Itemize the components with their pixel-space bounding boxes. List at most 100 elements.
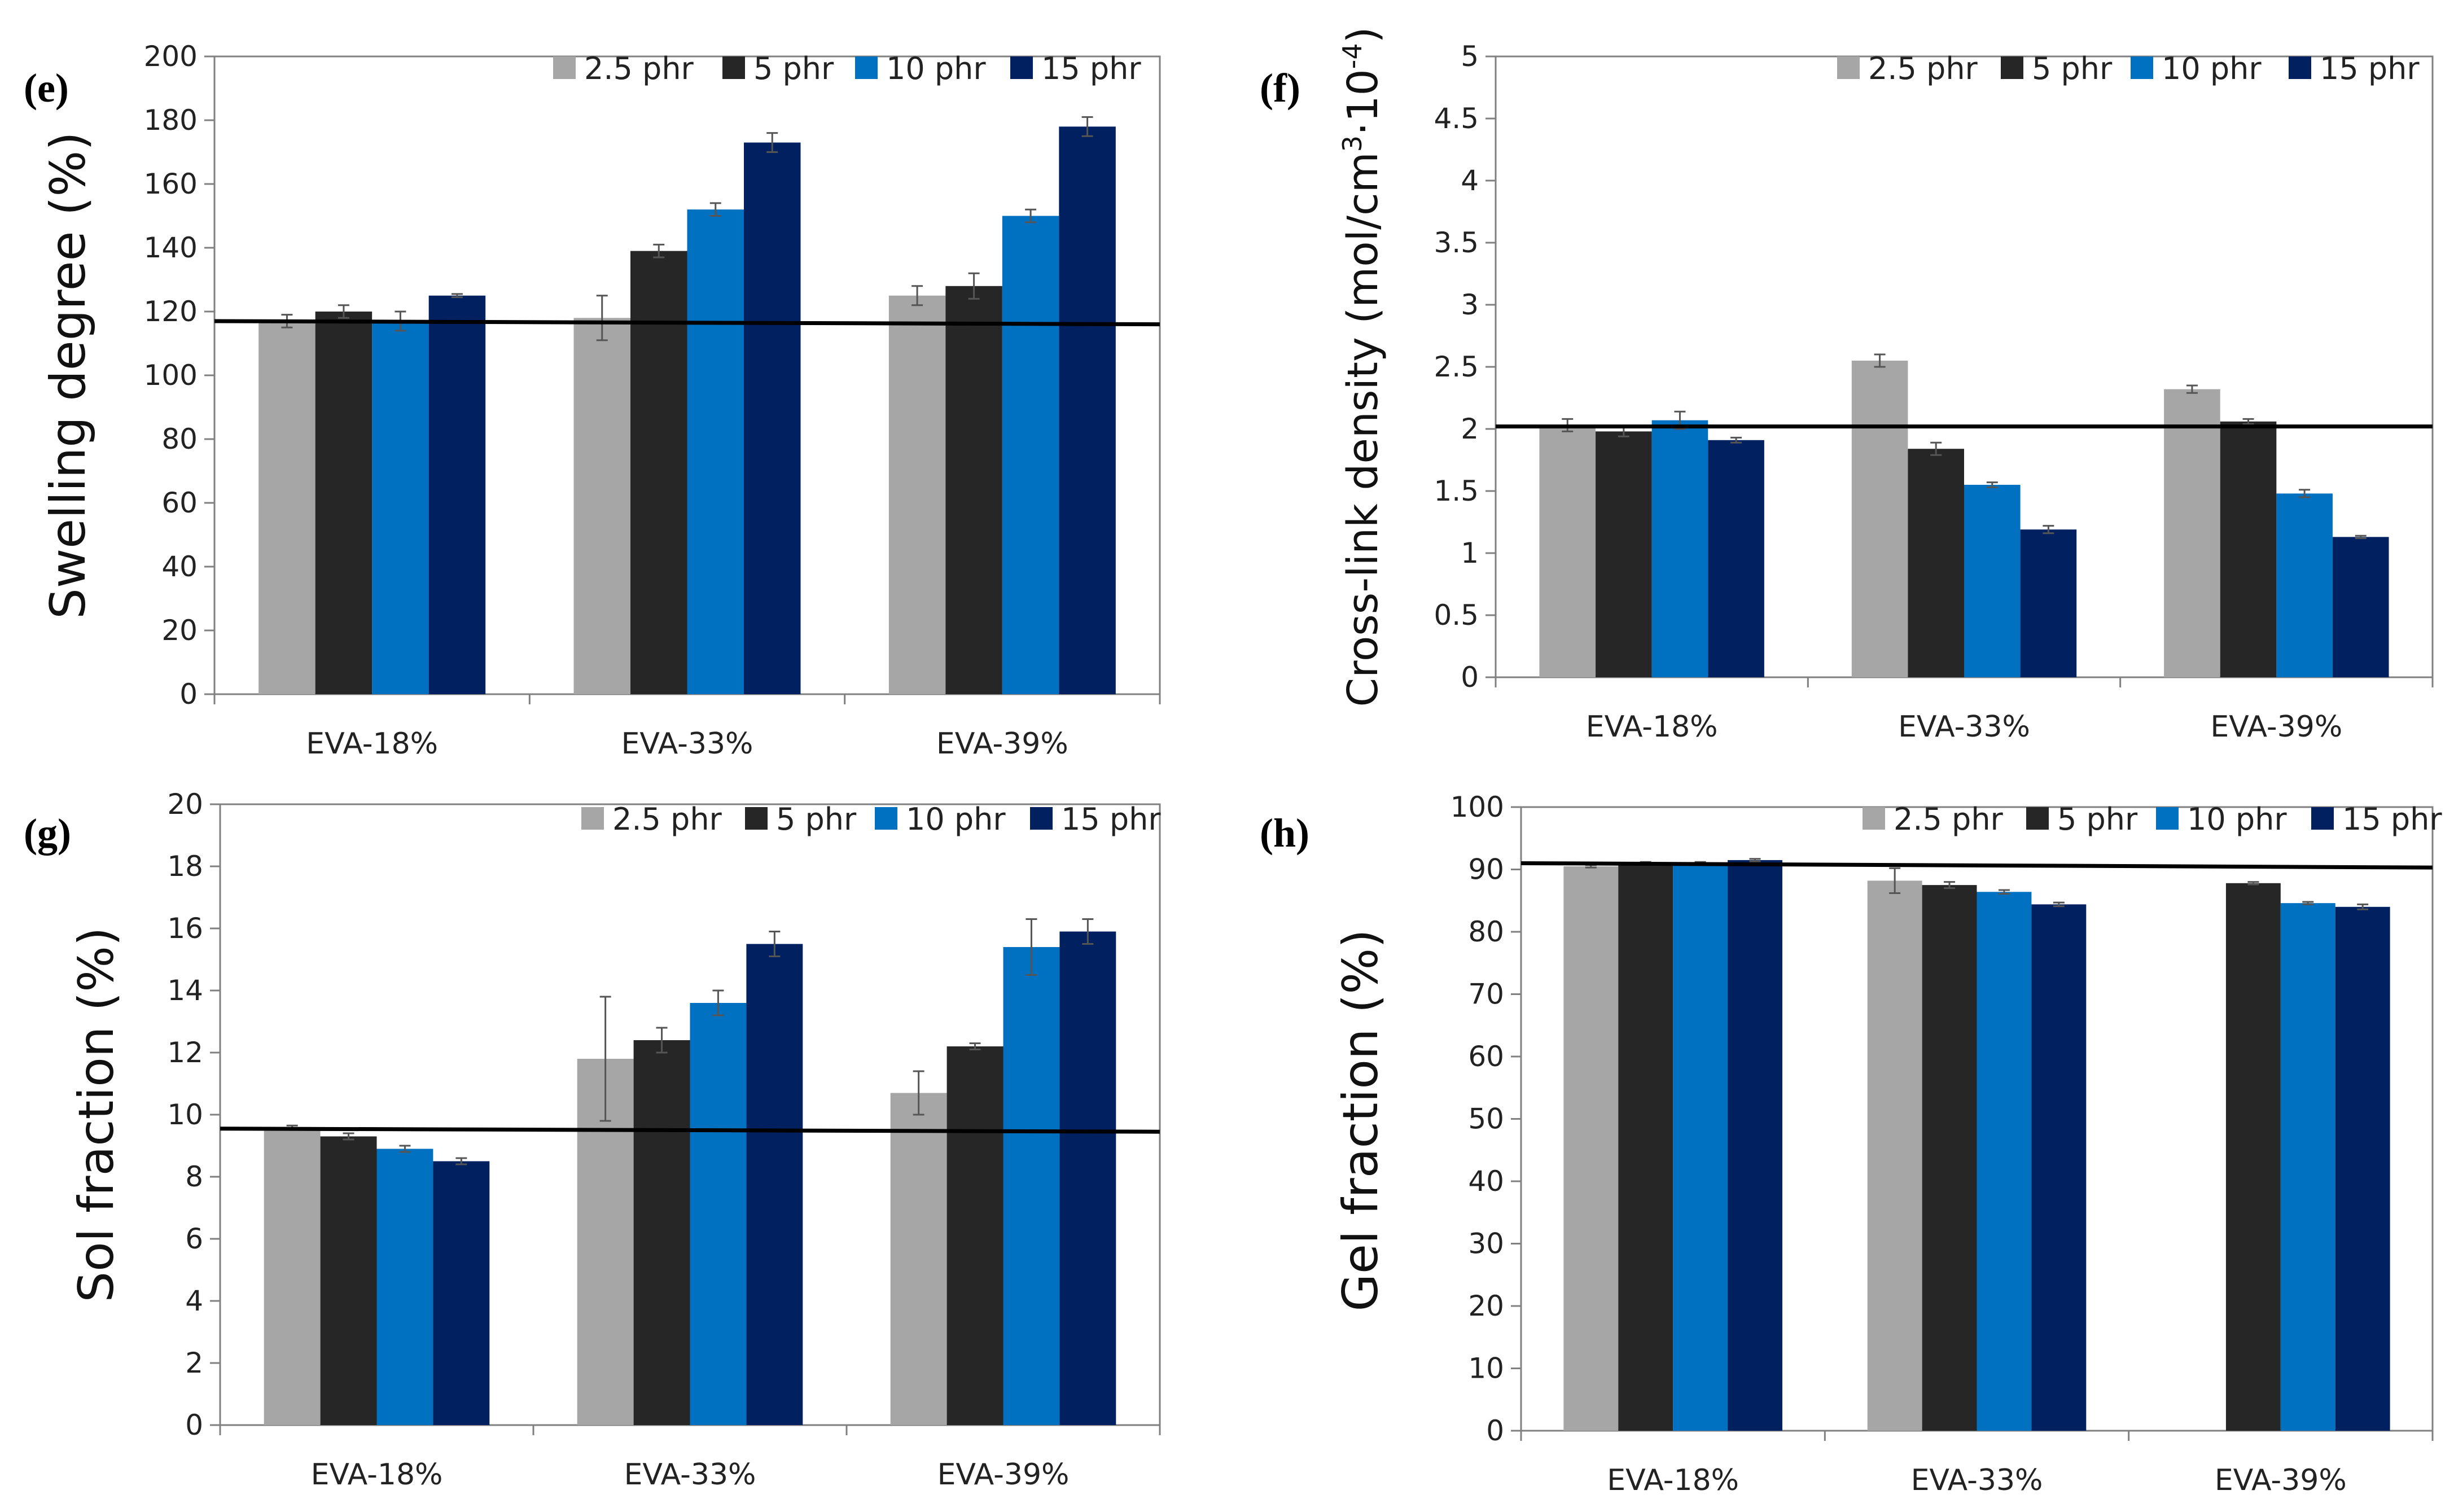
y-tick-label: 18 xyxy=(167,850,203,883)
bar-15-phr-EVA-33% xyxy=(744,142,801,695)
y-tick-label: 4 xyxy=(185,1285,203,1317)
bar-15-phr-EVA-18% xyxy=(433,1161,490,1425)
legend-swatch xyxy=(2311,807,2334,830)
y-axis-label: Gel fraction (%) xyxy=(1333,929,1389,1311)
bar-10-phr-EVA-18% xyxy=(376,1149,433,1425)
legend-label: 10 phr xyxy=(2187,801,2287,837)
panel-label: (h) xyxy=(1260,810,1309,856)
y-tick-label: 3.5 xyxy=(1434,226,1479,259)
y-tick-label: 20 xyxy=(161,614,198,647)
y-tick-label: 0 xyxy=(1461,661,1479,694)
x-tick-label: EVA-39% xyxy=(2215,1463,2347,1497)
x-tick-label: EVA-18% xyxy=(306,727,438,761)
y-tick-label: 12 xyxy=(167,1036,203,1069)
y-tick-label: 70 xyxy=(1468,978,1504,1011)
y-tick-label: 120 xyxy=(144,295,198,328)
bar-15-phr-EVA-18% xyxy=(1728,860,1782,1431)
legend-swatch xyxy=(2001,56,2023,79)
bar-5-phr-EVA-18% xyxy=(1596,431,1652,677)
legend-label: 2.5 phr xyxy=(1868,51,1978,86)
legend-swatch xyxy=(722,56,745,79)
bar-10-phr-EVA-33% xyxy=(687,209,744,694)
reference-line xyxy=(220,1127,1160,1134)
y-tick-label: 80 xyxy=(1468,915,1504,948)
bar-10-phr-EVA-39% xyxy=(1002,216,1059,694)
bar-2-5-phr-EVA-33% xyxy=(1851,361,1908,677)
legend-label: 15 phr xyxy=(2320,51,2420,86)
y-tick-label: 16 xyxy=(167,912,203,945)
y-tick-label: 2 xyxy=(185,1347,203,1379)
y-tick-label: 60 xyxy=(1468,1040,1504,1073)
legend-label: 10 phr xyxy=(906,801,1006,837)
bar-15-phr-EVA-18% xyxy=(1708,440,1764,677)
bar-5-phr-EVA-39% xyxy=(945,286,1002,694)
bar-5-phr-EVA-18% xyxy=(320,1136,377,1425)
legend-swatch xyxy=(1030,807,1053,830)
y-tick-label: 200 xyxy=(144,40,198,73)
legend-swatch xyxy=(1837,56,1860,79)
y-tick-label: 0 xyxy=(179,678,198,711)
bar-5-phr-EVA-33% xyxy=(1922,885,1977,1431)
panel-label: (f) xyxy=(1260,65,1300,111)
y-tick-label: 40 xyxy=(1468,1165,1504,1198)
y-tick-label: 40 xyxy=(161,550,198,583)
panel-label: (e) xyxy=(24,65,69,111)
bar-15-phr-EVA-39% xyxy=(1059,126,1116,695)
legend-label: 5 phr xyxy=(753,51,834,86)
bar-15-phr-EVA-18% xyxy=(428,295,486,694)
bar-10-phr-EVA-33% xyxy=(1964,485,2021,677)
legend-label: 5 phr xyxy=(2032,51,2113,86)
bar-5-phr-EVA-18% xyxy=(315,312,373,694)
y-tick-label: 14 xyxy=(167,974,203,1007)
bar-10-phr-EVA-33% xyxy=(1977,892,2032,1431)
bar-15-phr-EVA-33% xyxy=(746,944,803,1425)
reference-line xyxy=(214,319,1160,327)
legend-swatch xyxy=(1010,56,1033,79)
bar-2-5-phr-EVA-33% xyxy=(1867,880,1922,1431)
x-tick-label: EVA-33% xyxy=(1911,1463,2043,1497)
legend-label: 2.5 phr xyxy=(584,51,694,86)
y-tick-label: 180 xyxy=(144,104,198,137)
y-axis-label: Sol fraction (%) xyxy=(68,927,125,1303)
reference-line xyxy=(1520,861,2433,870)
legend-swatch xyxy=(745,807,768,830)
bar-2-5-phr-EVA-39% xyxy=(2164,389,2220,677)
legend-swatch xyxy=(855,56,878,79)
legend-swatch xyxy=(2026,807,2049,830)
bar-15-phr-EVA-39% xyxy=(1059,931,1116,1425)
legend-label: 15 phr xyxy=(1061,801,1161,837)
bar-2-5-phr-EVA-18% xyxy=(258,321,315,694)
y-tick-label: 2 xyxy=(1461,413,1479,445)
bar-10-phr-EVA-39% xyxy=(2276,493,2333,677)
bar-5-phr-EVA-39% xyxy=(2220,421,2277,677)
legend-label: 5 phr xyxy=(2057,801,2138,837)
y-tick-label: 80 xyxy=(161,423,198,455)
legend-label: 15 phr xyxy=(2342,801,2442,837)
bar-15-phr-EVA-33% xyxy=(2020,529,2077,677)
bar-10-phr-EVA-18% xyxy=(372,321,429,694)
y-tick-label: 2.5 xyxy=(1434,350,1479,383)
bar-5-phr-EVA-33% xyxy=(1908,449,1964,677)
y-tick-label: 10 xyxy=(1468,1352,1504,1385)
legend-label: 2.5 phr xyxy=(1894,801,2004,837)
y-tick-label: 50 xyxy=(1468,1103,1504,1136)
y-tick-label: 10 xyxy=(167,1098,203,1131)
legend-label: 10 phr xyxy=(886,51,986,86)
x-tick-label: EVA-33% xyxy=(621,727,753,761)
bar-2-5-phr-EVA-33% xyxy=(573,318,630,694)
legend-swatch xyxy=(1863,807,1885,830)
y-tick-label: 5 xyxy=(1461,40,1479,73)
x-tick-label: EVA-39% xyxy=(936,727,1068,761)
y-tick-label: 0 xyxy=(1486,1414,1504,1447)
chart-panel-0: 0 20 40 60 80 100 120 140 160 180 200 EVA-18% EVA-33… xyxy=(24,40,1161,761)
legend-swatch xyxy=(2156,807,2179,830)
y-tick-label: 4 xyxy=(1461,164,1479,197)
y-tick-label: 30 xyxy=(1468,1228,1504,1260)
legend-swatch xyxy=(581,807,604,830)
y-tick-label: 160 xyxy=(144,168,198,200)
bar-5-phr-EVA-33% xyxy=(630,251,687,694)
y-axis-label: Cross-link density (mol/cm3·10-4) xyxy=(1337,27,1387,707)
y-tick-label: 100 xyxy=(1451,791,1504,823)
x-tick-label: EVA-18% xyxy=(1586,710,1718,744)
